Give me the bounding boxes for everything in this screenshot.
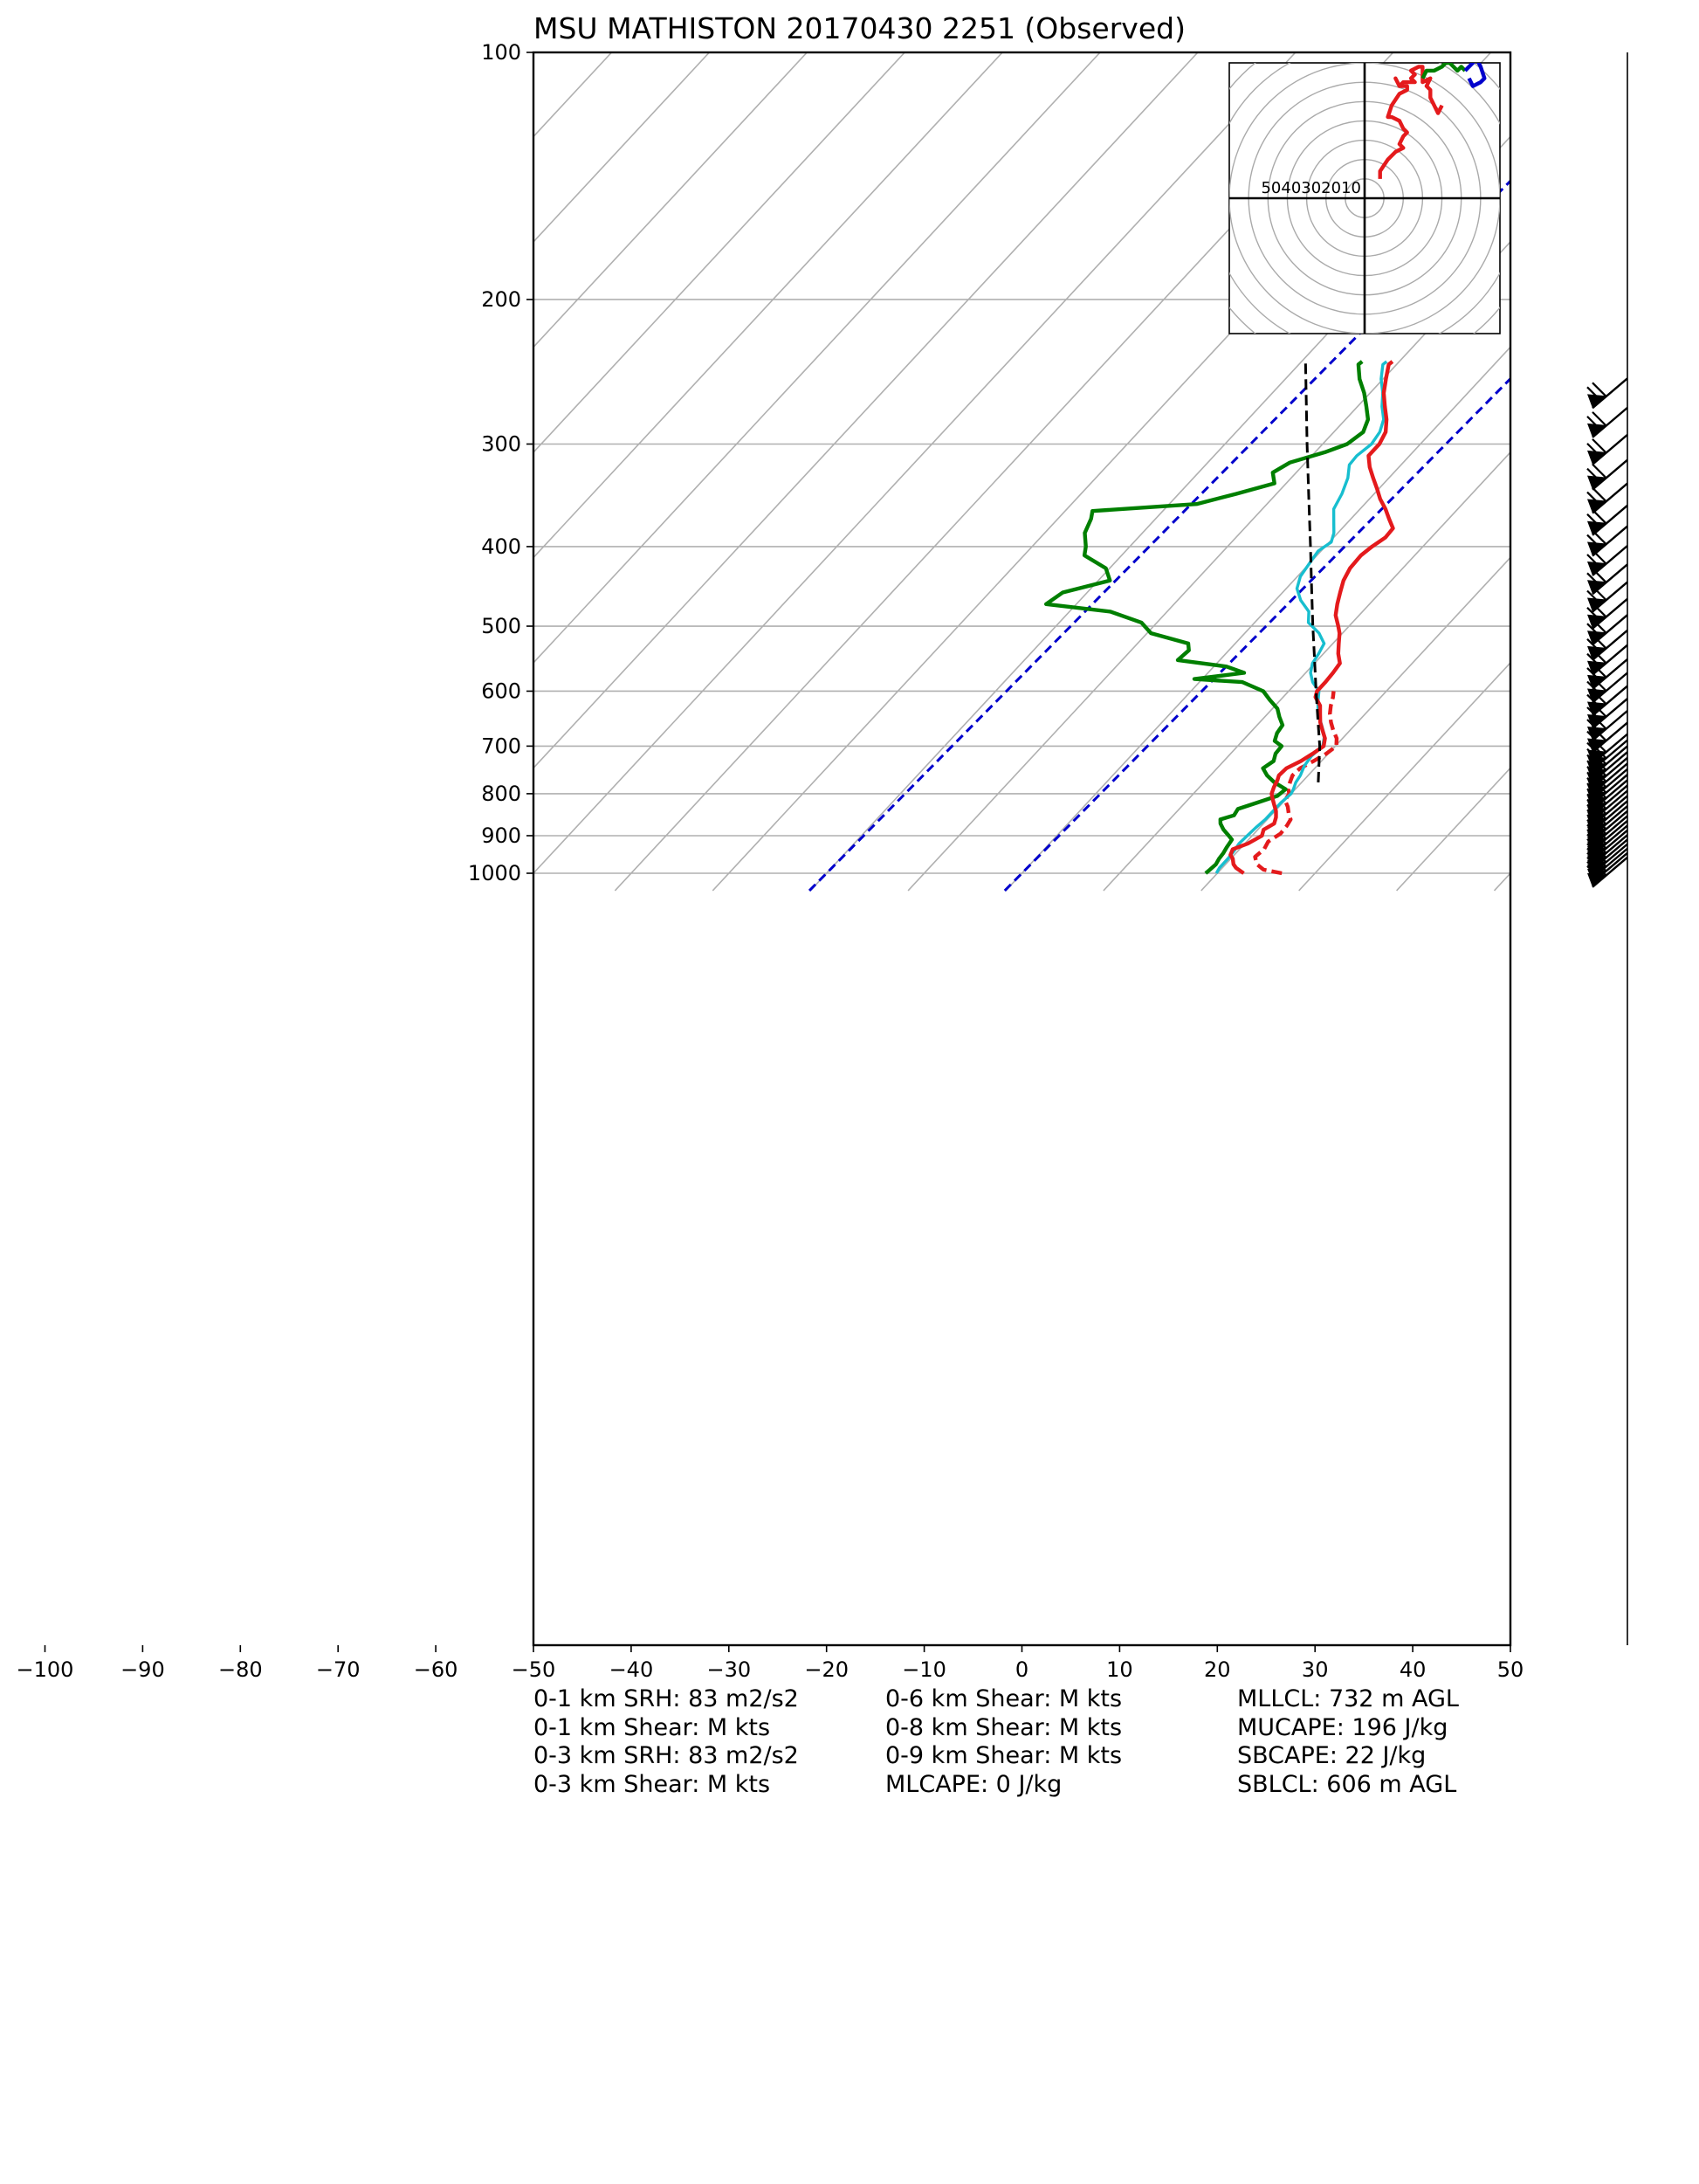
- grid-lines: [0, 52, 1510, 892]
- wind-barb: [1586, 377, 1628, 410]
- wind-barb: [1586, 406, 1628, 438]
- isotherm-line: [533, 52, 711, 244]
- x-tick-label: 0: [1015, 1657, 1028, 1682]
- x-tick-label: −10: [902, 1657, 946, 1682]
- hodograph-trace: [1463, 63, 1487, 88]
- temperature-line: [1228, 360, 1395, 875]
- stats-column-1: 0-1 km SRH: 83 m2/s2 0-1 km Shear: M kts…: [533, 1685, 799, 1799]
- isotherm-line: [0, 52, 416, 891]
- x-tick-label: −30: [706, 1657, 751, 1682]
- y-tick-label: 100: [481, 40, 521, 65]
- stat-mucape: MUCAPE: 196 J/kg: [1237, 1713, 1448, 1741]
- isotherm-line: [533, 52, 1003, 559]
- virtual-temperature-line: [1253, 691, 1339, 876]
- isotherm-line: [1298, 661, 1510, 892]
- dewpoint-line: [1044, 360, 1371, 875]
- wind-barb: [1586, 614, 1628, 646]
- hodograph-trace: [1420, 63, 1467, 79]
- stats-column-3: MLLCL: 732 m AGL MUCAPE: 196 J/kg SBCAPE…: [1237, 1685, 1459, 1799]
- isotherm-line: [533, 52, 808, 348]
- stat-shear-0-1: 0-1 km Shear: M kts: [533, 1713, 771, 1741]
- freezing-level-line: [808, 179, 1510, 892]
- stat-srh-0-1: 0-1 km SRH: 83 m2/s2: [533, 1685, 799, 1712]
- y-tick-label: 500: [481, 614, 521, 638]
- isotherm-line: [533, 52, 905, 454]
- isotherm-line: [1103, 451, 1510, 892]
- isotherm-line: [907, 240, 1510, 892]
- isotherm-line: [1005, 346, 1510, 892]
- stat-sbcape: SBCAPE: 22 J/kg: [1237, 1742, 1427, 1769]
- y-axis-ticks: 1000 900 800 700 600 500 400 300 200 100: [468, 40, 533, 885]
- y-tick-label: 900: [481, 823, 521, 848]
- parcel-line: [1303, 361, 1322, 782]
- x-tick-label: 30: [1302, 1657, 1329, 1682]
- hodograph-ring-labels: 5040302010: [1261, 179, 1361, 197]
- x-tick-label: −20: [804, 1657, 849, 1682]
- stat-shear-0-8: 0-8 km Shear: M kts: [885, 1713, 1123, 1741]
- isotherm-line: [533, 52, 1101, 665]
- x-tick-label: −50: [512, 1657, 556, 1682]
- wind-barb: [1586, 433, 1628, 465]
- wind-barbs: [1586, 52, 1628, 1645]
- stat-sblcl: SBLCL: 606 m AGL: [1237, 1770, 1457, 1798]
- x-tick-label: −70: [316, 1657, 361, 1682]
- x-tick-label: −100: [17, 1657, 74, 1682]
- stat-mllcl: MLLCL: 732 m AGL: [1237, 1685, 1459, 1712]
- wind-barb: [1586, 563, 1628, 596]
- isotherm-line: [533, 52, 1199, 769]
- x-tick-label: 20: [1204, 1657, 1231, 1682]
- hodograph-inset: 5040302010: [1228, 62, 1501, 334]
- y-tick-label: 400: [481, 534, 521, 559]
- profile-lines: [1044, 360, 1395, 876]
- x-tick-label: −80: [218, 1657, 263, 1682]
- freezing-level-line: [1003, 376, 1510, 892]
- isotherm-line: [0, 52, 514, 891]
- stat-shear-0-3: 0-3 km Shear: M kts: [533, 1770, 771, 1798]
- y-tick-label: 600: [481, 679, 521, 703]
- y-tick-label: 700: [481, 734, 521, 758]
- x-tick-label: 10: [1106, 1657, 1133, 1682]
- wind-barb: [1586, 597, 1628, 630]
- hodograph-trace: [1378, 65, 1444, 179]
- x-tick-label: −90: [120, 1657, 165, 1682]
- stat-shear-0-9: 0-9 km Shear: M kts: [885, 1742, 1123, 1769]
- wind-barb: [1586, 482, 1628, 514]
- y-tick-label: 200: [481, 287, 521, 312]
- y-tick-label: 1000: [468, 861, 521, 885]
- wind-barb: [1586, 458, 1628, 491]
- y-tick-label: 300: [481, 431, 521, 456]
- x-tick-label: 50: [1497, 1657, 1524, 1682]
- stat-mlcape: MLCAPE: 0 J/kg: [885, 1770, 1063, 1798]
- y-tick-label: 800: [481, 782, 521, 806]
- wetbulb-line: [1214, 360, 1388, 874]
- x-axis-ticks: −100 −90 −80 −70 −60 −50 −40 −30 −20 −10 0 10 20 30 40…: [17, 1645, 1524, 1682]
- isotherm-line: [533, 52, 1297, 875]
- x-tick-label: −60: [414, 1657, 458, 1682]
- isotherm-line: [0, 52, 221, 891]
- stats-column-2: 0-6 km Shear: M kts 0-8 km Shear: M kts …: [885, 1685, 1122, 1799]
- x-tick-label: −40: [609, 1657, 654, 1682]
- stat-srh-0-3: 0-3 km SRH: 83 m2/s2: [533, 1742, 799, 1769]
- wind-barb: [1586, 545, 1628, 576]
- stat-shear-0-6: 0-6 km Shear: M kts: [885, 1685, 1123, 1712]
- isotherm-line: [0, 52, 319, 891]
- chart-title: MSU MATHISTON 20170430 2251 (Observed): [533, 11, 1186, 45]
- x-tick-label: 40: [1400, 1657, 1427, 1682]
- wind-barb: [1586, 644, 1628, 676]
- isotherm-line: [533, 52, 613, 138]
